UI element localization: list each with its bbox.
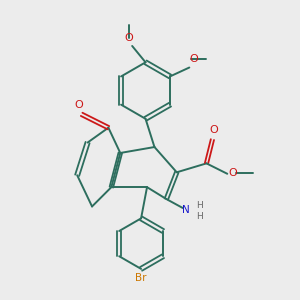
Text: Br: Br [135, 273, 147, 284]
Text: O: O [229, 168, 238, 178]
Text: O: O [189, 54, 198, 64]
Text: N: N [182, 205, 190, 215]
Text: O: O [125, 33, 134, 43]
Text: H: H [196, 212, 202, 221]
Text: O: O [209, 125, 218, 135]
Text: H: H [196, 201, 202, 210]
Text: O: O [74, 100, 83, 110]
